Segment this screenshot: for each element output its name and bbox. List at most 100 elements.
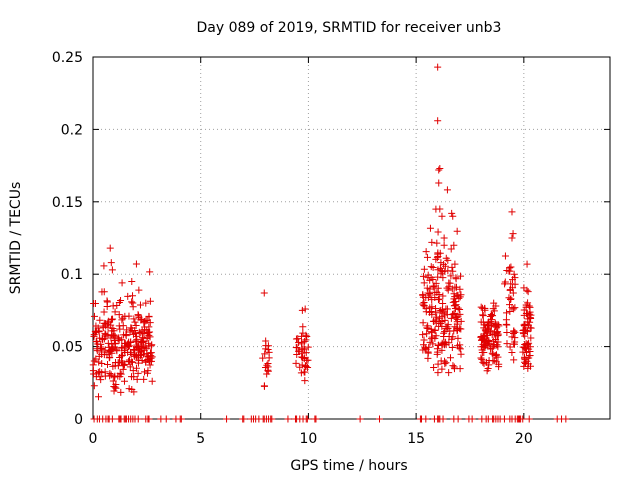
data-point xyxy=(444,267,452,275)
data-point xyxy=(116,325,124,333)
data-point xyxy=(429,283,437,291)
data-point xyxy=(420,341,428,349)
data-point xyxy=(92,322,100,330)
data-point xyxy=(302,349,310,357)
data-point xyxy=(457,291,465,299)
data-point xyxy=(455,344,463,352)
data-point xyxy=(120,377,128,385)
data-point xyxy=(445,369,453,377)
data-point xyxy=(131,318,139,326)
data-point xyxy=(438,346,446,354)
data-point xyxy=(428,238,436,246)
data-point xyxy=(434,228,442,236)
data-point xyxy=(440,309,448,317)
data-point xyxy=(128,277,136,285)
data-point xyxy=(111,308,119,316)
data-point xyxy=(502,316,510,324)
data-point xyxy=(520,321,528,329)
data-point xyxy=(295,347,303,355)
data-point xyxy=(426,224,434,232)
data-point xyxy=(104,361,112,369)
data-point xyxy=(240,415,248,423)
data-point xyxy=(503,328,511,336)
data-point xyxy=(118,343,126,351)
data-point xyxy=(427,274,435,282)
data-point xyxy=(507,295,515,303)
data-point xyxy=(292,359,300,367)
data-point xyxy=(478,346,486,354)
data-point xyxy=(430,282,438,290)
data-point xyxy=(453,320,461,328)
y-tick-label: 0.15 xyxy=(52,195,83,211)
data-point xyxy=(506,308,514,316)
data-point xyxy=(452,313,460,321)
data-point xyxy=(141,368,149,376)
data-point xyxy=(443,305,451,313)
data-point xyxy=(526,318,534,326)
data-point xyxy=(422,308,430,316)
data-point xyxy=(445,279,453,287)
data-point xyxy=(94,340,102,348)
data-point xyxy=(424,354,432,362)
data-point xyxy=(120,331,128,339)
data-point xyxy=(423,284,431,292)
data-point xyxy=(137,316,145,324)
data-point xyxy=(434,273,442,281)
data-point xyxy=(450,363,458,371)
y-tick-label: 0.2 xyxy=(61,122,83,138)
data-point xyxy=(132,337,140,345)
data-point xyxy=(503,340,511,348)
y-tick-label: 0.25 xyxy=(52,50,83,66)
data-point xyxy=(302,363,310,371)
chart-title: Day 089 of 2019, SRMTID for receiver unb… xyxy=(197,20,502,36)
y-tick-label: 0 xyxy=(74,412,83,428)
data-point xyxy=(109,377,117,385)
data-point xyxy=(478,355,486,363)
data-point xyxy=(312,415,320,423)
data-point xyxy=(102,331,110,339)
data-point xyxy=(479,312,487,320)
data-point xyxy=(457,317,465,325)
data-point xyxy=(100,335,108,343)
data-point xyxy=(95,358,103,366)
data-point xyxy=(508,333,516,341)
data-point xyxy=(260,289,268,297)
data-point xyxy=(438,306,446,314)
data-point xyxy=(434,117,442,125)
data-point xyxy=(129,330,137,338)
data-point xyxy=(468,415,476,423)
data-point xyxy=(454,312,462,320)
data-point xyxy=(431,288,439,296)
data-point xyxy=(98,360,106,368)
data-point xyxy=(126,363,134,371)
data-point xyxy=(509,230,517,238)
data-point xyxy=(95,328,103,336)
data-point xyxy=(284,415,292,423)
data-point xyxy=(90,382,98,390)
data-point xyxy=(424,325,432,333)
data-point xyxy=(140,375,148,383)
data-point xyxy=(106,370,114,378)
data-point xyxy=(521,341,529,349)
data-point xyxy=(428,335,436,343)
data-point xyxy=(509,289,517,297)
data-point xyxy=(99,324,107,332)
data-point xyxy=(108,266,116,274)
data-point xyxy=(434,369,442,377)
data-point xyxy=(148,377,156,385)
data-point xyxy=(104,339,112,347)
data-point xyxy=(124,292,132,300)
data-point xyxy=(103,303,111,311)
data-point xyxy=(448,344,456,352)
data-point xyxy=(508,349,516,357)
data-point xyxy=(457,272,465,280)
data-point xyxy=(440,234,448,242)
data-point xyxy=(451,309,459,317)
data-point xyxy=(423,324,431,332)
data-point xyxy=(449,362,457,370)
y-tick-label: 0.05 xyxy=(52,340,83,356)
x-tick-label: 20 xyxy=(515,431,533,447)
data-point xyxy=(490,357,498,365)
data-point xyxy=(301,377,309,385)
data-point xyxy=(451,260,459,268)
